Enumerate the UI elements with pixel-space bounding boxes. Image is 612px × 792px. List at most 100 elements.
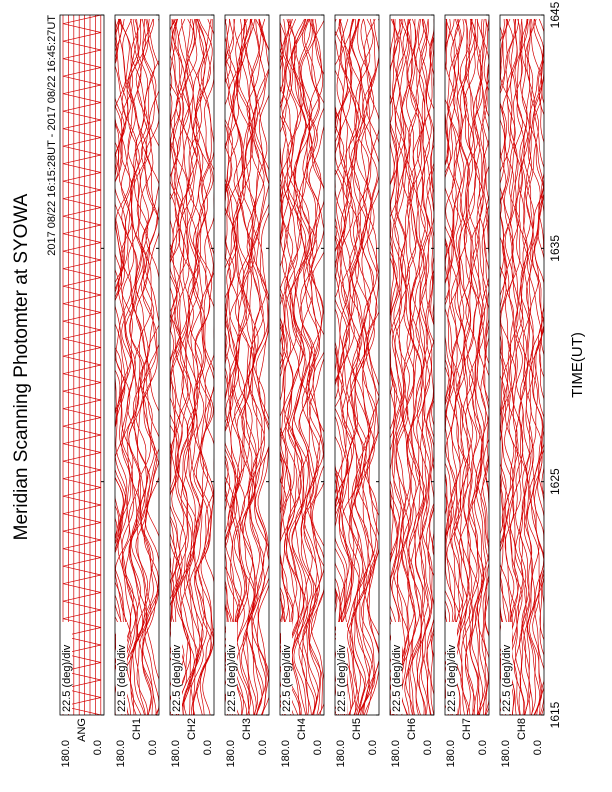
- channel-trace: [170, 18, 179, 715]
- panel-ymax: 180.0: [170, 740, 182, 768]
- channel-trace: [453, 18, 465, 715]
- panel-scale: 22.5 (deg)/div: [391, 644, 403, 712]
- panel-frame: [279, 14, 325, 716]
- x-tick-label: 1635: [548, 235, 562, 262]
- channel-trace: [400, 18, 411, 715]
- channel-trace: [299, 18, 318, 715]
- channel-trace: [236, 18, 256, 715]
- scale-bg: [446, 622, 457, 714]
- channel-trace: [335, 18, 338, 715]
- scale-bg: [116, 622, 127, 714]
- channel-trace: [345, 18, 360, 715]
- channel-trace: [227, 18, 246, 715]
- panel-ymax: 180.0: [335, 740, 347, 768]
- channel-trace: [365, 18, 379, 715]
- channel-trace: [128, 18, 144, 715]
- channel-trace: [409, 18, 425, 715]
- channel-trace: [340, 18, 357, 715]
- channel-trace: [225, 18, 237, 715]
- channel-trace: [280, 18, 296, 715]
- channel-trace: [115, 18, 125, 715]
- channel-trace: [335, 18, 350, 715]
- scale-bg: [336, 622, 347, 714]
- panel-frame: [169, 14, 215, 716]
- channel-trace: [449, 18, 464, 715]
- channel-trace: [115, 18, 117, 715]
- panel-ymax: 180.0: [280, 740, 292, 768]
- channel-trace: [225, 18, 229, 715]
- channel-trace: [281, 18, 298, 715]
- channel-trace: [464, 18, 479, 715]
- panel-ymin: 0.0: [477, 740, 489, 755]
- panel: [433, 18, 489, 715]
- panel: [170, 18, 214, 715]
- channel-trace: [98, 19, 113, 715]
- panel-name: CH1: [131, 718, 143, 740]
- panel-scale: 22.5 (deg)/div: [501, 644, 513, 712]
- x-axis-label: TIME(UT): [569, 332, 586, 398]
- channel-trace: [537, 18, 544, 715]
- channel-trace: [128, 18, 148, 715]
- panel-scale: 22.5 (deg)/div: [61, 644, 73, 712]
- channel-trace: [392, 18, 410, 715]
- channel-trace: [504, 19, 519, 715]
- channel-trace: [227, 18, 242, 715]
- channel-trace: [335, 18, 345, 715]
- panel-ymin: 0.0: [147, 740, 159, 755]
- channel-trace: [415, 18, 427, 715]
- channel-trace: [280, 18, 282, 715]
- channel-trace: [390, 18, 396, 715]
- channel-trace: [254, 18, 269, 715]
- channel-trace: [307, 18, 324, 715]
- channel-trace: [115, 18, 122, 715]
- panel: [390, 18, 434, 715]
- panel-name: CH8: [516, 718, 528, 740]
- channel-trace: [433, 19, 444, 715]
- scale-bg: [171, 622, 182, 714]
- channel-trace: [135, 18, 152, 715]
- channel-trace: [140, 18, 155, 715]
- channel-trace: [291, 18, 311, 715]
- x-tick-label: 1615: [548, 701, 562, 728]
- channel-trace: [500, 18, 505, 715]
- channel-trace: [393, 18, 407, 715]
- channel-trace: [458, 18, 474, 715]
- channel-trace: [390, 18, 394, 715]
- channel-trace: [192, 18, 214, 715]
- panel-frame: [499, 14, 545, 716]
- channel-trace: [233, 18, 248, 715]
- channel-trace: [474, 18, 485, 715]
- channel-trace: [532, 18, 544, 715]
- channel-trace: [115, 18, 126, 715]
- scale-bg: [226, 622, 237, 714]
- channel-trace: [445, 19, 450, 715]
- panel-ymin: 0.0: [422, 740, 434, 755]
- channel-trace: [280, 18, 287, 715]
- channel-trace: [308, 18, 324, 715]
- panel-scale: 22.5 (deg)/div: [281, 644, 293, 712]
- channel-trace: [120, 18, 138, 715]
- channel-trace: [462, 18, 478, 715]
- channel-trace: [280, 18, 289, 715]
- channel-trace: [351, 18, 368, 715]
- channel-trace: [477, 18, 489, 715]
- channel-trace: [170, 18, 181, 715]
- x-tick-label: 1645: [548, 1, 562, 28]
- panel-ymax: 180.0: [115, 740, 127, 768]
- channel-trace: [503, 18, 516, 715]
- channel-trace: [390, 18, 402, 715]
- channel-trace: [445, 18, 455, 715]
- panel-name: CH7: [461, 718, 473, 740]
- panel-ymax: 180.0: [60, 740, 72, 768]
- panel-frame: [114, 14, 160, 716]
- channel-trace: [261, 19, 278, 715]
- channel-trace: [115, 18, 118, 715]
- panel-name: CH4: [296, 718, 308, 740]
- panel-frame: [389, 14, 435, 716]
- channel-trace: [316, 19, 331, 715]
- x-tick-label: 1625: [548, 468, 562, 495]
- panel-name: CH6: [406, 718, 418, 740]
- channel-trace: [483, 18, 489, 715]
- panel-ymin: 0.0: [367, 740, 379, 755]
- channel-trace: [521, 18, 533, 715]
